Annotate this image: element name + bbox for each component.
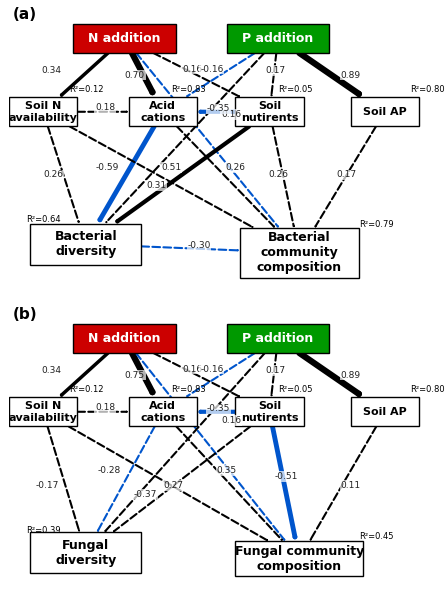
FancyBboxPatch shape [30, 532, 142, 574]
Text: -0.51: -0.51 [275, 472, 298, 481]
Text: 0.75: 0.75 [125, 371, 145, 380]
Text: R²=0.83: R²=0.83 [171, 385, 206, 394]
Text: -0.17: -0.17 [36, 481, 59, 490]
Text: R²=0.05: R²=0.05 [278, 85, 312, 94]
Text: R²=0.12: R²=0.12 [69, 385, 103, 394]
Text: 0.18: 0.18 [95, 403, 115, 412]
Text: 0.17: 0.17 [266, 366, 286, 375]
Text: R²=0.83: R²=0.83 [171, 85, 206, 94]
Text: Fungal community
composition: Fungal community composition [235, 545, 364, 573]
FancyBboxPatch shape [227, 323, 329, 353]
Text: Acid
cations: Acid cations [140, 101, 185, 122]
Text: 0.34: 0.34 [42, 366, 61, 375]
Text: N addition: N addition [88, 332, 161, 345]
FancyBboxPatch shape [227, 23, 329, 53]
Text: Soil N
availability: Soil N availability [8, 401, 77, 422]
Text: 0.26: 0.26 [44, 170, 64, 179]
FancyBboxPatch shape [351, 97, 419, 127]
Text: R²=0.80: R²=0.80 [410, 385, 445, 394]
Text: R²=0.80: R²=0.80 [410, 85, 445, 94]
Text: R²=0.64: R²=0.64 [26, 215, 61, 224]
FancyBboxPatch shape [351, 397, 419, 427]
FancyBboxPatch shape [129, 97, 197, 127]
Text: Soil AP: Soil AP [363, 407, 407, 417]
Text: 0.89: 0.89 [340, 71, 361, 80]
Text: R²=0.79: R²=0.79 [359, 220, 394, 229]
Text: -0.16: -0.16 [200, 365, 223, 374]
Text: 0.51: 0.51 [161, 163, 181, 172]
Text: 0.16: 0.16 [182, 365, 202, 374]
Text: -0.35: -0.35 [206, 404, 230, 413]
Text: 0.89: 0.89 [340, 371, 361, 380]
Text: P addition: P addition [243, 332, 314, 345]
Text: 0.31: 0.31 [146, 181, 166, 190]
Text: 0.11: 0.11 [340, 481, 361, 490]
Text: 0.16: 0.16 [221, 110, 241, 119]
Text: Soil AP: Soil AP [363, 107, 407, 117]
FancyBboxPatch shape [235, 541, 364, 577]
FancyBboxPatch shape [129, 397, 197, 427]
Text: R²=0.39: R²=0.39 [26, 526, 61, 535]
Text: P addition: P addition [243, 32, 314, 45]
Text: (b): (b) [13, 307, 38, 322]
Text: 0.34: 0.34 [42, 66, 61, 75]
FancyBboxPatch shape [9, 397, 77, 427]
Text: R²=0.45: R²=0.45 [359, 532, 394, 541]
Text: 0.18: 0.18 [95, 103, 115, 112]
Text: N addition: N addition [88, 32, 161, 45]
Text: 0.35: 0.35 [217, 466, 237, 475]
Text: Bacterial
diversity: Bacterial diversity [54, 230, 117, 258]
Text: Fungal
diversity: Fungal diversity [55, 539, 117, 567]
Text: 0.17: 0.17 [266, 66, 286, 75]
Text: -0.37: -0.37 [134, 490, 157, 499]
Text: Bacterial
community
composition: Bacterial community composition [257, 232, 342, 274]
Text: Soil
nutirents: Soil nutirents [241, 101, 298, 122]
Text: R²=0.12: R²=0.12 [69, 85, 103, 94]
Text: -0.35: -0.35 [206, 104, 230, 113]
Text: 0.70: 0.70 [125, 71, 145, 80]
FancyBboxPatch shape [235, 97, 303, 127]
Text: 0.16: 0.16 [221, 416, 241, 425]
Text: 0.26: 0.26 [225, 163, 245, 172]
FancyBboxPatch shape [73, 23, 175, 53]
Text: -0.16: -0.16 [200, 65, 223, 74]
FancyBboxPatch shape [73, 323, 175, 353]
Text: 0.26: 0.26 [268, 170, 288, 179]
Text: Soil N
availability: Soil N availability [8, 101, 77, 122]
Text: (a): (a) [13, 7, 37, 22]
Text: Soil
nutirents: Soil nutirents [241, 401, 298, 422]
Text: 0.27: 0.27 [163, 481, 183, 490]
Text: -0.30: -0.30 [187, 241, 210, 250]
Text: R²=0.05: R²=0.05 [278, 385, 312, 394]
Text: -0.59: -0.59 [96, 163, 119, 172]
Text: 0.17: 0.17 [336, 170, 356, 179]
FancyBboxPatch shape [235, 397, 303, 427]
FancyBboxPatch shape [239, 228, 359, 278]
FancyBboxPatch shape [30, 223, 142, 265]
Text: 0.16: 0.16 [182, 65, 202, 74]
FancyBboxPatch shape [9, 97, 77, 127]
Text: -0.28: -0.28 [97, 466, 121, 475]
Text: Acid
cations: Acid cations [140, 401, 185, 422]
